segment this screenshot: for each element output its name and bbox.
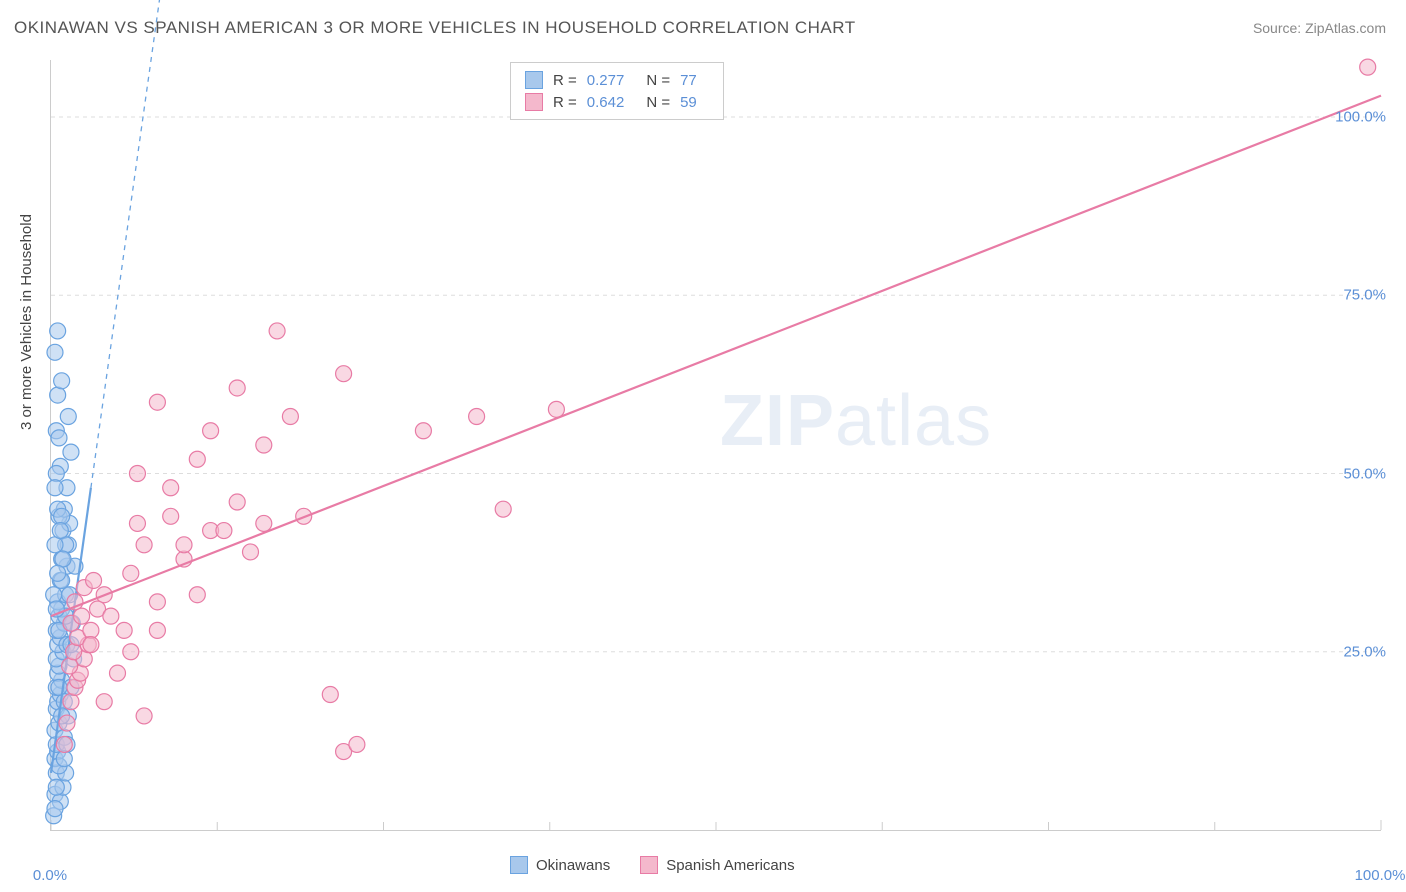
- n-label: N =: [646, 72, 670, 89]
- x-tick-label: 100.0%: [1355, 867, 1406, 884]
- legend-item: Spanish Americans: [640, 856, 794, 874]
- n-label: N =: [646, 94, 670, 111]
- r-value: 0.277: [587, 72, 625, 89]
- y-tick-label: 25.0%: [1343, 643, 1386, 660]
- r-label: R =: [553, 94, 577, 111]
- legend-label: Spanish Americans: [666, 857, 794, 874]
- stats-row: R = 0.642 N = 59: [525, 91, 709, 113]
- n-value: 77: [680, 72, 697, 89]
- x-tick-label: 0.0%: [33, 867, 67, 884]
- legend-label: Okinawans: [536, 857, 610, 874]
- scatter-svg: [51, 60, 1381, 830]
- chart-container: OKINAWAN VS SPANISH AMERICAN 3 OR MORE V…: [0, 0, 1406, 892]
- y-tick-label: 100.0%: [1335, 109, 1386, 126]
- stats-legend: R = 0.277 N = 77 R = 0.642 N = 59: [510, 62, 724, 120]
- r-label: R =: [553, 72, 577, 89]
- stats-row: R = 0.277 N = 77: [525, 69, 709, 91]
- chart-title: OKINAWAN VS SPANISH AMERICAN 3 OR MORE V…: [14, 18, 856, 38]
- source-attribution: Source: ZipAtlas.com: [1253, 20, 1386, 36]
- r-value: 0.642: [587, 94, 625, 111]
- legend-swatch: [525, 71, 543, 89]
- y-tick-label: 75.0%: [1343, 287, 1386, 304]
- legend-swatch: [510, 856, 528, 874]
- bottom-legend: Okinawans Spanish Americans: [510, 856, 795, 874]
- legend-swatch: [640, 856, 658, 874]
- n-value: 59: [680, 94, 697, 111]
- legend-item: Okinawans: [510, 856, 610, 874]
- y-axis-label: 3 or more Vehicles in Household: [18, 214, 35, 430]
- y-tick-label: 50.0%: [1343, 465, 1386, 482]
- legend-swatch: [525, 93, 543, 111]
- plot-area: [50, 60, 1381, 831]
